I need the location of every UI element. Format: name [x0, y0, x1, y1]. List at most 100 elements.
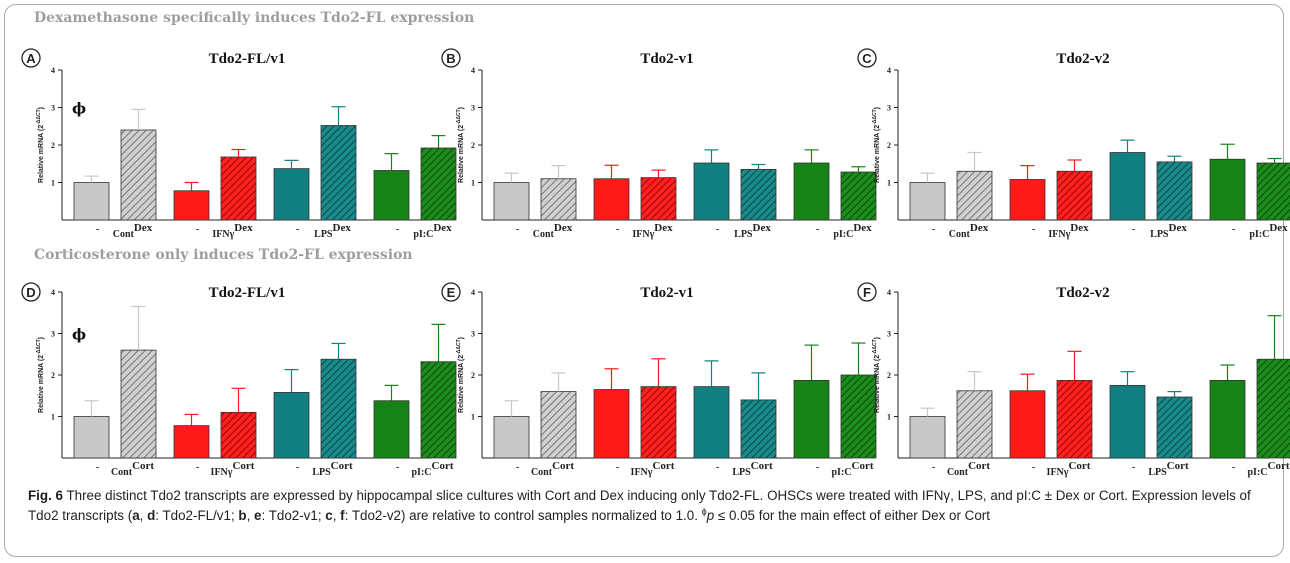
panel-a: A Tdo2-FL/v1 1 2 3 4 Relative mRNA (2-ΔΔCT) ϕ - C… — [21, 48, 457, 240]
x-tick-label: pI:CDex — [833, 222, 872, 240]
caption-p: p — [706, 508, 715, 523]
bar-ifng-treated — [640, 386, 677, 459]
bar-lps-treated — [320, 125, 357, 221]
bar-pic-untreated — [1209, 158, 1246, 221]
y-tick-label: 4 — [887, 66, 891, 75]
x-tick-label: - — [396, 224, 399, 235]
caption-fig-label: Fig. 6 — [28, 488, 63, 503]
bar-lps-untreated — [1109, 152, 1146, 221]
bar-cont-untreated — [73, 416, 110, 459]
y-axis-label: Relative mRNA (2-ΔΔCT) — [36, 337, 45, 413]
figure-caption: Fig. 6 Three distinct Tdo2 transcripts a… — [28, 486, 1268, 526]
caption-text-1: Three distinct Tdo2 transcripts are expr… — [28, 488, 1251, 523]
x-tick-label: ContDex — [113, 222, 153, 240]
bar-cont-treated — [956, 170, 993, 221]
bar-lps-treated — [1156, 161, 1193, 221]
panel-title: Tdo2-v2 — [1056, 51, 1109, 67]
x-tick-label: pI:CCort — [831, 460, 873, 478]
y-tick-label: 3 — [51, 330, 55, 339]
panel-title: Tdo2-FL/v1 — [209, 285, 286, 301]
x-tick-label: - — [716, 462, 719, 473]
caption-comma-3: , — [332, 508, 341, 523]
x-tick-label: pI:CCort — [411, 460, 453, 478]
x-tick-label: - — [96, 462, 99, 473]
panel-letter: D — [26, 285, 35, 300]
bar-lps-treated — [740, 399, 777, 459]
caption-phi: ϕ — [701, 506, 707, 517]
bar-lps-untreated — [1109, 384, 1146, 459]
bar-lps-untreated — [273, 392, 310, 459]
x-tick-label: - — [616, 462, 619, 473]
x-tick-label: LPSCort — [732, 460, 773, 478]
bar-ifng-treated — [1056, 170, 1093, 221]
panel-f: F Tdo2-v2 1 2 3 4 Relative mRNA (2-ΔΔCT) - ContC… — [857, 282, 1290, 478]
bar-cont-treated — [120, 349, 157, 459]
y-tick-label: 2 — [471, 371, 475, 380]
y-tick-label: 2 — [887, 141, 891, 150]
panel-letter: B — [446, 51, 455, 66]
y-axis-label: Relative mRNA (2-ΔΔCT) — [872, 107, 881, 183]
y-tick-label: 1 — [887, 413, 891, 422]
y-tick-label: 2 — [471, 141, 475, 150]
x-tick-label: - — [1132, 224, 1135, 235]
y-tick-label: 3 — [471, 104, 475, 113]
section-title-dex: Dexamethasone specifically induces Tdo2-… — [34, 10, 475, 26]
y-tick-label: 1 — [887, 179, 891, 188]
y-tick-label: 4 — [51, 66, 55, 75]
panel-title: Tdo2-v1 — [640, 285, 693, 301]
bar-ifng-treated — [220, 411, 257, 459]
panel-letter: C — [862, 51, 872, 66]
panel-letter-circle — [441, 48, 461, 68]
x-tick-label: - — [516, 462, 519, 473]
bar-lps-untreated — [273, 168, 310, 221]
y-tick-label: 4 — [887, 288, 891, 297]
x-tick-label: - — [516, 224, 519, 235]
x-tick-label: - — [196, 224, 199, 235]
y-axis-label: Relative mRNA (2-ΔΔCT) — [456, 337, 465, 413]
y-tick-label: 3 — [471, 330, 475, 339]
panel-title: Tdo2-v1 — [640, 51, 693, 67]
panel-letter: E — [447, 285, 456, 300]
panel-letter-circle — [441, 282, 461, 302]
panel-letter-circle — [21, 48, 41, 68]
y-tick-label: 1 — [51, 413, 55, 422]
caption-letter-c: c — [325, 508, 333, 523]
y-tick-label: 2 — [51, 141, 55, 150]
bar-ifng-untreated — [1009, 179, 1046, 221]
bar-ifng-untreated — [593, 389, 630, 459]
bar-ifng-treated — [220, 156, 257, 221]
bar-cont-untreated — [909, 182, 946, 221]
caption-comma-2: , — [246, 508, 255, 523]
x-tick-label: - — [396, 462, 399, 473]
panel-d: D Tdo2-FL/v1 1 2 3 4 Relative mRNA (2-ΔΔCT) ϕ - C… — [21, 282, 457, 478]
bar-cont-treated — [120, 129, 157, 221]
bar-pic-untreated — [793, 162, 830, 221]
bar-cont-untreated — [493, 182, 530, 221]
caption-text-2: : Tdo2-FL/v1; — [155, 508, 239, 523]
y-tick-label: 3 — [51, 104, 55, 113]
bar-cont-untreated — [909, 416, 946, 459]
bar-cont-treated — [956, 390, 993, 459]
x-tick-label: - — [196, 462, 199, 473]
x-tick-label: pI:CDex — [1249, 222, 1288, 240]
x-tick-label: - — [1232, 224, 1235, 235]
caption-letter-a: a — [132, 508, 140, 523]
bar-pic-treated — [1256, 358, 1290, 459]
x-tick-label: IFNγCort — [1047, 460, 1091, 478]
x-tick-label: - — [816, 224, 819, 235]
y-tick-label: 3 — [887, 104, 891, 113]
caption-text-4: : Tdo2-v2) are relative to control sampl… — [344, 508, 702, 523]
y-tick-label: 1 — [471, 413, 475, 422]
bar-cont-untreated — [493, 416, 530, 459]
bar-cont-untreated — [73, 182, 110, 221]
y-axis-label: Relative mRNA (2-ΔΔCT) — [456, 107, 465, 183]
y-tick-label: 4 — [471, 66, 475, 75]
x-tick-label: pI:CCort — [1247, 460, 1289, 478]
y-tick-label: 1 — [51, 179, 55, 188]
x-tick-label: - — [296, 224, 299, 235]
x-tick-label: ContCort — [111, 460, 154, 478]
panel-c: C Tdo2-v2 1 2 3 4 Relative mRNA (2-ΔΔCT) - ContD… — [857, 48, 1290, 240]
x-tick-label: - — [1032, 462, 1035, 473]
bar-lps-treated — [740, 168, 777, 221]
